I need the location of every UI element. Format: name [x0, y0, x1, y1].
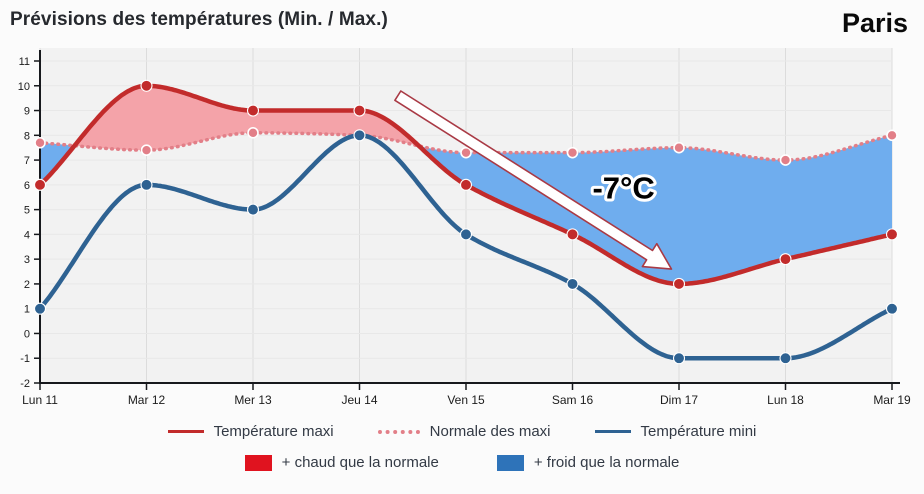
data-point: [672, 352, 686, 365]
normale-dotted-line-icon: [377, 429, 420, 434]
data-point: [459, 178, 473, 191]
data-point-markers: [33, 79, 899, 365]
x-axis-tick-label: Sam 16: [552, 393, 594, 407]
data-point: [460, 146, 472, 159]
x-axis-tick-label: Ven 15: [447, 393, 485, 407]
data-point: [779, 352, 792, 365]
data-point: [566, 146, 579, 159]
legend-label-temp-maxi: Température maxi: [213, 423, 334, 440]
legend-label-normale: Normale des maxi: [429, 423, 551, 440]
y-axis-tick-label: 0: [24, 328, 30, 340]
temperature-chart: -2 -1 0 1 2 3 4 5 6 7 8 9 10 11 Lun 11 Mar 12 Mer 13 Jeu …: [18, 48, 911, 407]
y-axis-tick-label: 1: [24, 304, 30, 316]
x-axis-tick-label: Mar 19: [873, 393, 911, 407]
data-point: [140, 79, 153, 92]
y-axis-tick-label: 11: [19, 56, 30, 68]
data-point: [672, 277, 686, 290]
y-axis-tick-label: 9: [24, 106, 30, 118]
axes: -2 -1 0 1 2 3 4 5 6 7 8 9 10 11 Lun 11 Mar 12 Mer 13 Jeu …: [18, 50, 911, 407]
temp-maxi-line-icon: [167, 430, 204, 433]
y-axis-tick-label: 8: [24, 130, 30, 142]
data-point: [33, 178, 47, 191]
data-point: [566, 277, 579, 290]
data-point: [566, 228, 579, 241]
data-point: [885, 302, 899, 315]
legend-label-warmer: + chaud que la normale: [281, 454, 439, 471]
data-point: [140, 178, 153, 191]
data-point: [246, 203, 260, 216]
normale-maxi-line: [38, 131, 894, 162]
temp-mini-line-icon: [594, 430, 631, 433]
legend-item-colder-area[interactable]: + froid que la normale: [496, 454, 680, 471]
data-point: [246, 104, 260, 117]
colder-area-swatch-icon: [496, 454, 524, 471]
legend-label-temp-mini: Température mini: [640, 423, 757, 440]
x-axis-tick-label: Dim 17: [660, 393, 698, 407]
x-axis-tick-label: Lun 18: [767, 393, 804, 407]
legend-item-temp-maxi[interactable]: Température maxi: [167, 423, 334, 440]
temperature-drop-label: -7°C: [592, 170, 654, 205]
x-axis-tick-label: Jeu 14: [341, 393, 377, 407]
legend: Température maxi Normale des maxi Tempér…: [0, 410, 924, 478]
data-point: [459, 228, 473, 241]
x-axis-tick-label: Mer 13: [234, 393, 272, 407]
data-point: [779, 253, 792, 266]
y-axis-tick-label: 5: [24, 205, 30, 217]
y-axis-tick-label: 7: [24, 155, 30, 167]
y-axis-tick-label: 4: [24, 229, 30, 241]
x-axis-tick-label: Lun 11: [22, 393, 58, 407]
x-axis-tick-label: Mar 12: [128, 393, 166, 407]
data-point: [353, 129, 366, 142]
data-point: [353, 104, 366, 117]
temperature-drop-arrow: [394, 90, 673, 270]
y-axis-tick-label: -2: [20, 378, 30, 390]
data-point: [779, 154, 792, 166]
y-axis-tick-label: 3: [24, 254, 30, 266]
legend-label-colder: + froid que la normale: [533, 454, 680, 471]
data-point: [33, 302, 47, 315]
data-point: [885, 228, 899, 241]
page-title: Prévisions des températures (Min. / Max.…: [10, 9, 388, 30]
data-point: [673, 141, 685, 154]
header: Prévisions des températures (Min. / Max.…: [0, 0, 924, 46]
legend-row-series: Température maxi Normale des maxi Tempér…: [0, 416, 924, 447]
legend-item-normale[interactable]: Normale des maxi: [377, 423, 551, 440]
legend-item-warmer-area[interactable]: + chaud que la normale: [244, 454, 439, 471]
warmer-area-swatch-icon: [244, 454, 272, 471]
y-axis-tick-label: 10: [18, 81, 30, 93]
data-point: [34, 136, 46, 149]
y-axis-tick-label: 6: [24, 180, 30, 192]
data-point: [886, 129, 898, 142]
legend-row-areas: + chaud que la normale + froid que la no…: [0, 447, 924, 478]
city-label: Paris: [841, 8, 908, 38]
data-point: [140, 144, 153, 156]
data-point: [247, 127, 259, 139]
y-axis-tick-label: -1: [20, 353, 30, 365]
legend-item-temp-mini[interactable]: Température mini: [594, 423, 757, 440]
cold-area: [418, 135, 892, 284]
y-axis-tick-label: 2: [24, 279, 30, 291]
